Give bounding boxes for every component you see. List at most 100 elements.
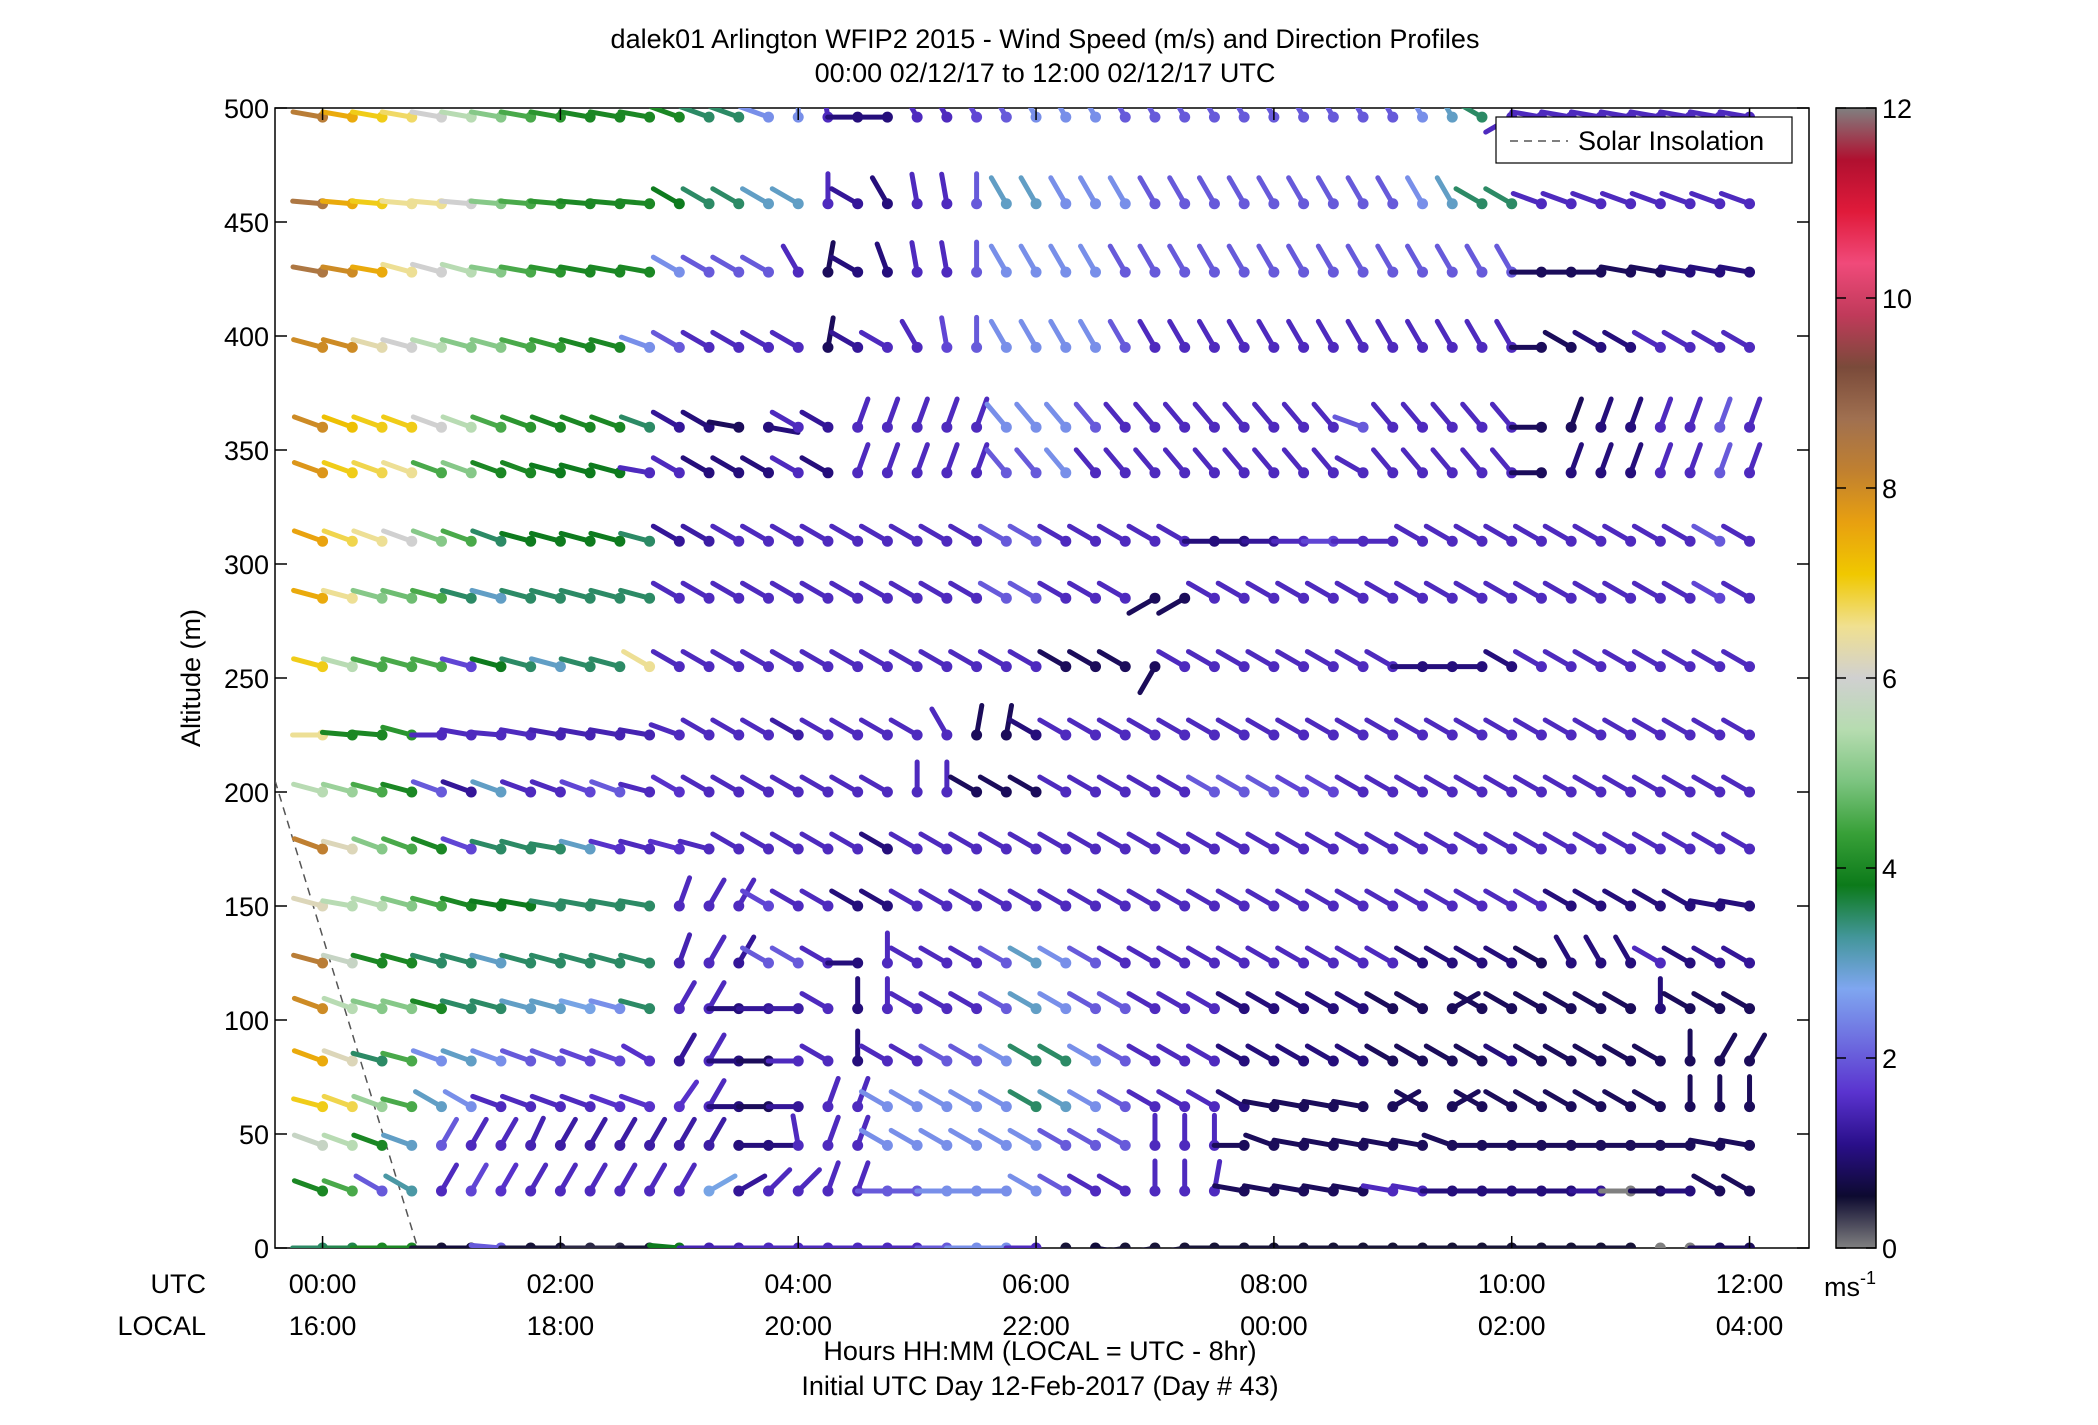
wind-barb-dot — [525, 535, 537, 547]
wind-barb — [1714, 1074, 1726, 1113]
wind-barb — [1334, 455, 1369, 479]
wind-barb — [1542, 523, 1577, 547]
wind-barb-dot — [317, 535, 329, 547]
wind-barb — [799, 649, 834, 673]
wind-barb-dot — [644, 266, 656, 278]
wind-barb-dot — [406, 900, 418, 912]
wind-barb-dot — [465, 535, 477, 547]
wind-barb — [1007, 580, 1042, 604]
wind-barb — [1631, 329, 1666, 353]
wind-barb — [1156, 831, 1191, 855]
wind-barb-dot — [881, 266, 893, 278]
wind-barb — [1483, 831, 1518, 855]
wind-barb-dot — [584, 843, 596, 855]
wind-barb — [1096, 831, 1131, 855]
wind-barb — [1018, 175, 1042, 210]
wind-barb — [1512, 1089, 1547, 1113]
wind-barb — [1405, 318, 1429, 353]
x-tick-label-local: 04:00 — [1716, 1311, 1784, 1341]
wind-barb-dot — [762, 661, 774, 673]
wind-barb — [710, 580, 745, 604]
wind-barb-dot — [1119, 661, 1131, 673]
wind-barb-dot — [673, 266, 685, 278]
wind-barb — [1595, 442, 1614, 479]
wind-barb — [858, 1043, 893, 1067]
wind-barb — [1691, 329, 1726, 353]
wind-barb — [1510, 190, 1547, 210]
wind-barb-dot — [881, 592, 893, 604]
wind-barb-dot — [703, 111, 715, 123]
wind-barb-dot — [881, 341, 893, 353]
x-tick-label-utc: 08:00 — [1240, 1269, 1308, 1299]
wind-barb-dot — [435, 1101, 447, 1113]
colorbar-unit-exponent: -1 — [1860, 1268, 1876, 1288]
wind-barb — [1364, 888, 1399, 912]
wind-barb-dot — [554, 1003, 566, 1015]
wind-barb — [1133, 401, 1161, 433]
wind-barb-dot — [1000, 1185, 1012, 1197]
wind-barb-dot — [1387, 266, 1399, 278]
wind-barb — [1602, 717, 1637, 741]
wind-barb — [948, 1089, 983, 1113]
wind-barb — [977, 523, 1012, 547]
wind-barb — [1067, 991, 1102, 1015]
wind-barb — [410, 998, 447, 1015]
colorbar-tick-label: 0 — [1882, 1234, 1897, 1264]
wind-barb-dot — [1000, 1139, 1012, 1151]
wind-barb — [1185, 774, 1220, 798]
wind-barb-dot — [1268, 592, 1280, 604]
wind-barb-dot — [1268, 843, 1280, 855]
wind-barb — [1126, 717, 1161, 741]
wind-barb-dot — [1149, 1101, 1161, 1113]
wind-barb — [350, 781, 388, 798]
wind-barb-dot — [346, 1055, 358, 1067]
wind-barb-dot — [1595, 341, 1607, 353]
wind-barb-dot — [1149, 957, 1161, 969]
wind-barb-dot — [1387, 1003, 1399, 1015]
wind-barb — [680, 649, 715, 673]
wind-barb-dot — [614, 1055, 626, 1067]
wind-barb-dot — [1625, 843, 1637, 855]
wind-barb-dot — [554, 1101, 566, 1113]
wind-barb-dot — [941, 1101, 953, 1113]
wind-barb-dot — [317, 1101, 329, 1113]
wind-barb — [1483, 945, 1518, 969]
wind-barb-dot — [911, 1055, 923, 1067]
wind-barb-dot — [792, 341, 804, 353]
wind-barb-dot — [881, 467, 893, 479]
wind-barb — [1215, 649, 1250, 673]
wind-barb-dot — [435, 421, 447, 433]
wind-barb-dot — [703, 786, 715, 798]
wind-barb — [1043, 447, 1072, 479]
wind-barb-dot — [1000, 592, 1012, 604]
wind-barb — [1629, 190, 1666, 210]
wind-barb-dot — [1327, 843, 1339, 855]
wind-barb-dot — [1119, 1139, 1131, 1151]
wind-barb — [1325, 108, 1339, 123]
wind-barb — [1043, 401, 1072, 433]
colorbar-tick-label: 4 — [1882, 854, 1897, 884]
wind-barb-dot — [1417, 957, 1429, 969]
wind-barb — [874, 241, 893, 278]
wind-barb-dot — [1387, 111, 1399, 123]
x-tick-label-utc: 10:00 — [1478, 1269, 1546, 1299]
wind-barb — [291, 1048, 329, 1067]
wind-barb-dot — [644, 957, 656, 969]
x-tick-label-utc: 06:00 — [1002, 1269, 1070, 1299]
wind-barb-dot — [1595, 786, 1607, 798]
wind-barb-dot — [644, 729, 656, 741]
wind-barb-dot — [1179, 1185, 1191, 1197]
wind-barb — [495, 1116, 519, 1151]
wind-barb-dot — [1535, 198, 1547, 210]
wind-barb — [740, 254, 774, 278]
wind-barb-dot — [941, 900, 953, 912]
wind-barb-dot — [1506, 1055, 1518, 1067]
wind-barb — [1390, 1137, 1429, 1151]
wind-barb-dot — [525, 957, 537, 969]
wind-barb-dot — [1595, 957, 1607, 969]
wind-barb-dot — [1595, 592, 1607, 604]
wind-barb-dot — [644, 341, 656, 353]
wind-barb — [1691, 774, 1726, 798]
wind-barb — [1037, 649, 1072, 673]
wind-barb-dot — [495, 1101, 507, 1113]
